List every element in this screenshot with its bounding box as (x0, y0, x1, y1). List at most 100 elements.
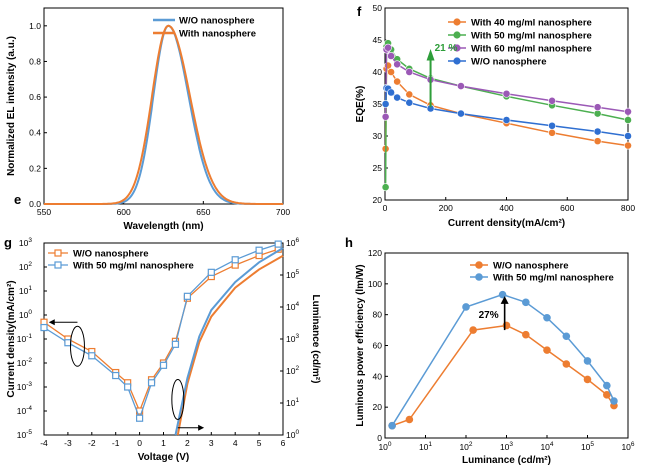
panel-g-point-1-12 (255, 246, 263, 254)
panel-g-xtick-label: 0 (137, 438, 142, 448)
panel-h-xtick-label: 104 (540, 441, 553, 452)
panel-f-point-2-4 (393, 60, 402, 69)
panel-h-series-line-1 (391, 293, 615, 427)
panel-g-luminance-line-1 (174, 247, 284, 436)
panel-f-xlabel: Current density(mA/cm²) (448, 218, 565, 229)
panel-h-series-line-0 (391, 324, 615, 427)
panel-e-series-line-0 (44, 24, 283, 205)
panel-h-xtick-label: 101 (419, 441, 432, 452)
panel-g-ytick-right-label: 104 (286, 301, 299, 312)
panel-g-xtick-label: -1 (112, 438, 120, 448)
panel-g-ytick-label: 10-5 (17, 429, 33, 440)
panel-g-point-1-11 (231, 256, 239, 264)
panel-f-legend-marker-0 (453, 18, 461, 26)
panel-h-point-0-6 (562, 360, 571, 368)
panel-g-xtick-label: -2 (88, 438, 96, 448)
panel-g-point-1-13 (274, 240, 282, 248)
panel-f-point-2-10 (593, 103, 602, 112)
panel-f-point-3-9 (548, 121, 556, 130)
panel-f-ytick-label: 25 (373, 163, 383, 173)
panel-f-point-2-5 (405, 68, 414, 76)
panel-e-legend-label-1: With nanosphere (179, 29, 256, 40)
panel-g-ytick-right-label: 103 (286, 333, 299, 344)
panel-g-point-1-0 (40, 323, 48, 332)
panel-h-point-1-5 (562, 332, 571, 341)
panel-e-xtick-label: 550 (37, 207, 51, 217)
panel-e-xtick-label: 600 (117, 207, 131, 217)
panel-f-point-2-9 (548, 96, 556, 105)
panel-f-xtick-label: 400 (499, 203, 513, 213)
panel-g-right-ellipse (171, 379, 185, 421)
panel-g-ytick-right-label: 106 (286, 237, 299, 248)
panel-h-point-1-4 (543, 313, 551, 322)
panel-f-point-0-3 (387, 68, 395, 76)
panel-f-arrowhead (426, 48, 435, 61)
panel-g-ytick-right-label: 105 (286, 269, 299, 280)
panel-g-xtick-label: -4 (40, 438, 48, 448)
panel-h-xtick-label: 100 (378, 441, 391, 452)
panel-g-luminance-line-0 (176, 254, 284, 436)
panel-f-point-0-5 (405, 90, 414, 99)
panel-g-letter: g (4, 235, 12, 250)
panel-e-ytick-label: 1.0 (29, 21, 41, 31)
panel-g-ytick-label: 10-1 (17, 333, 33, 344)
panel-h-point-1-1 (462, 303, 470, 311)
panel-f-xtick-label: 0 (383, 203, 388, 213)
panel-g-ytick-label: 100 (19, 309, 32, 320)
panel-f-legend-label-2: With 60 mg/ml nanosphere (471, 44, 592, 55)
panel-e-letter: e (14, 192, 21, 207)
panel-f-xtick-label: 800 (621, 203, 635, 213)
panel-g-ytick-label: 10-3 (17, 381, 33, 392)
panel-f-legend-marker-2 (453, 44, 461, 52)
panel-h-point-0-2 (469, 326, 477, 334)
panel-e-ytick-label: 0.4 (29, 128, 41, 138)
panel-f-xtick-label: 200 (439, 203, 453, 213)
panel-h-point-1-8 (610, 397, 618, 405)
panel-f-point-1-11 (624, 116, 632, 124)
panel-g-point-1-2 (88, 352, 96, 360)
panel-h-legend-label-0: W/O nanosphere (493, 261, 568, 272)
panel-h-legend-marker-0 (475, 261, 483, 269)
panel-h-point-0-4 (522, 330, 530, 339)
panel-g-left-arrowhead (48, 319, 55, 326)
panel-h-ytick-label: 40 (373, 371, 383, 381)
panel-h-ytick-label: 0 (377, 433, 382, 443)
panel-f-point-2-3 (387, 52, 395, 60)
panel-f-ytick-label: 35 (373, 99, 383, 109)
panel-g-xlabel: Voltage (V) (138, 452, 189, 463)
panel-f-point-0-10 (593, 137, 602, 146)
panel-g-point-1-7 (159, 361, 168, 369)
panel-e-frame (43, 7, 284, 205)
panel-h-point-1-2 (498, 290, 507, 299)
panel-g-ytick-label: 10-2 (17, 357, 33, 368)
panel-h-ytick-label: 80 (373, 310, 383, 320)
panel-h-annotation: 27% (479, 310, 499, 321)
panel-g-ytick-right-label: 100 (286, 429, 299, 440)
panel-f-point-3-7 (457, 109, 465, 118)
panel-g-ylabel: Current density(mA/cm²) (6, 280, 17, 397)
panel-f-legend-marker-3 (453, 57, 461, 65)
panel-f-point-3-8 (502, 116, 511, 124)
panel-e-ytick-label: 0.8 (29, 56, 41, 66)
panel-f-point-3-10 (593, 127, 602, 136)
panel-f-annotation: 21 % (435, 43, 458, 54)
panel-f-point-3-0 (381, 100, 390, 108)
panel-h-legend-marker-1 (475, 273, 483, 281)
panel-h-ytick-label: 60 (373, 341, 383, 351)
panel-h-point-1-3 (522, 298, 530, 307)
panel-h-xtick-label: 102 (459, 441, 472, 452)
panel-f-point-2-2 (384, 43, 392, 52)
panel-h-xlabel: Luminance (cd/m²) (462, 455, 551, 466)
panel-e-xlabel: Wavelength (nm) (123, 221, 203, 232)
panel-f-point-2-0 (381, 112, 390, 121)
panel-g-xtick-label: 2 (185, 438, 190, 448)
panel-f-ytick-label: 20 (373, 195, 383, 205)
panel-f-point-1-0 (381, 183, 390, 192)
panel-g-xtick-label: 6 (281, 438, 286, 448)
panel-e-ytick-label: 0.0 (29, 199, 41, 209)
panel-f-point-3-5 (405, 98, 414, 107)
panel-h-point-1-7 (603, 381, 611, 390)
panel-h-point-0-8 (603, 391, 611, 399)
panel-g-right-arrowhead (198, 424, 205, 431)
panel-g-xtick-label: 4 (233, 438, 238, 448)
